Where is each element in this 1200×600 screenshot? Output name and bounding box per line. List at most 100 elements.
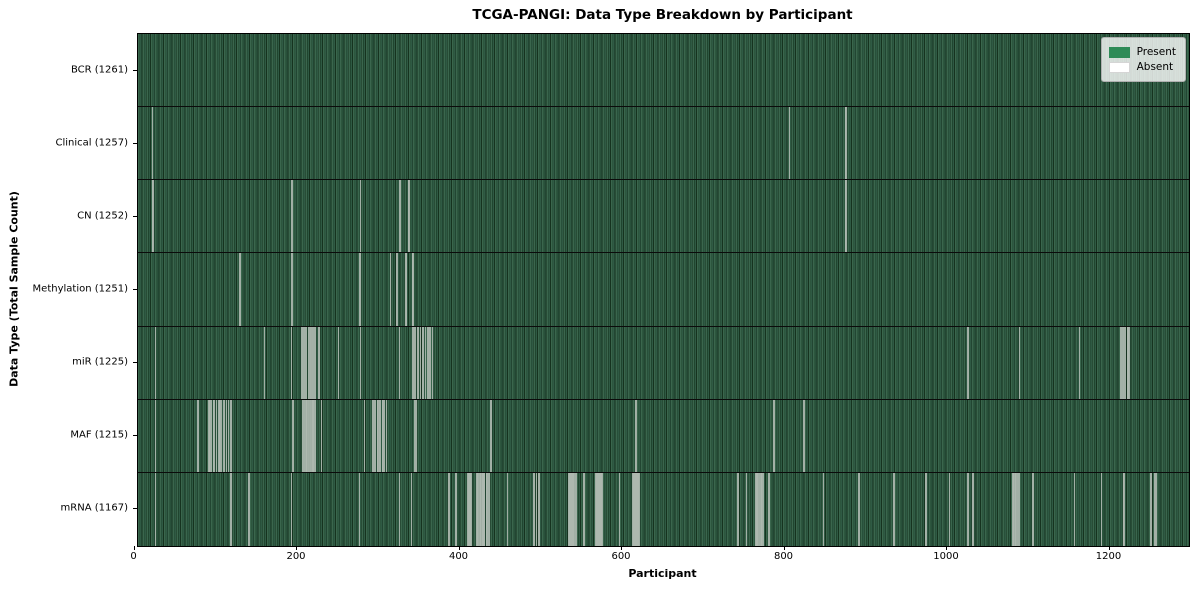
absent-marker — [758, 472, 760, 546]
absent-marker — [381, 399, 383, 472]
absent-marker — [405, 253, 408, 326]
absent-marker — [359, 180, 362, 253]
absent-marker — [424, 326, 427, 399]
absent-marker — [363, 399, 366, 472]
absent-marker — [1018, 326, 1020, 399]
absent-marker — [570, 472, 573, 546]
absent-marker — [230, 472, 232, 546]
absent-marker — [1012, 472, 1014, 546]
absent-marker — [215, 399, 218, 472]
absent-marker — [301, 326, 303, 399]
absent-marker — [399, 180, 401, 253]
absent-marker — [600, 472, 603, 546]
absent-marker — [227, 399, 230, 472]
absent-marker — [414, 326, 417, 399]
absent-marker — [337, 326, 340, 399]
absent-marker — [225, 399, 227, 472]
absent-marker — [967, 326, 969, 399]
x-tick-label: 800 — [773, 551, 794, 562]
absent-marker — [1073, 472, 1076, 546]
absent-marker — [359, 253, 362, 326]
absent-marker — [635, 472, 638, 546]
absent-marker — [312, 399, 314, 472]
y-tick-label: Methylation (1251) — [32, 283, 128, 295]
x-tick-mark — [458, 546, 460, 550]
x-tick-mark — [133, 546, 135, 550]
chart-row-cn — [138, 180, 1189, 254]
absent-marker — [893, 472, 895, 546]
absent-marker — [431, 326, 434, 399]
absent-marker — [1121, 326, 1124, 399]
absent-swatch-icon — [1108, 61, 1130, 73]
absent-marker — [768, 472, 770, 546]
x-tick-mark — [946, 546, 947, 550]
absent-marker — [601, 472, 604, 546]
absent-marker — [313, 399, 315, 472]
absent-marker — [634, 472, 636, 546]
x-tick-label: 200 — [286, 551, 306, 562]
absent-marker — [468, 472, 470, 546]
absent-marker — [573, 472, 575, 546]
absent-marker — [305, 326, 308, 399]
absent-marker — [844, 107, 847, 180]
absent-marker — [948, 472, 951, 546]
absent-marker — [448, 472, 450, 546]
y-tick-mark — [133, 362, 137, 364]
absent-marker — [745, 472, 747, 546]
absent-marker — [398, 326, 401, 399]
x-tick-label: 1200 — [1095, 551, 1122, 562]
absent-marker — [154, 472, 157, 546]
absent-marker — [482, 472, 484, 546]
x-tick-mark — [783, 546, 785, 550]
absent-marker — [773, 399, 775, 472]
absent-marker — [476, 472, 479, 546]
y-tick-label: CN (1252) — [77, 210, 128, 222]
absent-marker — [568, 472, 570, 546]
absent-marker — [972, 472, 974, 546]
absent-marker — [291, 180, 293, 253]
absent-marker — [595, 472, 597, 546]
absent-marker — [479, 472, 481, 546]
absent-marker — [358, 253, 361, 326]
absent-marker — [290, 472, 292, 546]
absent-marker — [598, 472, 600, 546]
absent-marker — [1120, 326, 1122, 399]
absent-marker — [506, 472, 509, 546]
absent-marker — [154, 326, 157, 399]
absent-marker — [371, 399, 374, 472]
absent-marker — [1154, 472, 1156, 546]
absent-marker — [597, 472, 600, 546]
absent-marker — [230, 399, 232, 472]
y-tick-label: mRNA (1167) — [60, 502, 128, 514]
absent-marker — [302, 399, 305, 472]
absent-marker — [467, 472, 470, 546]
absent-marker — [314, 399, 317, 472]
absent-marker — [1014, 472, 1016, 546]
absent-marker — [412, 253, 414, 326]
absent-marker — [599, 472, 601, 546]
absent-marker — [396, 253, 398, 326]
absent-marker — [302, 326, 305, 399]
chart-row-maf — [138, 399, 1189, 473]
absent-marker — [311, 399, 314, 472]
chart-row-methylation — [138, 253, 1189, 327]
absent-marker — [761, 472, 764, 546]
absent-marker — [596, 472, 599, 546]
absent-marker — [305, 399, 308, 472]
y-tick-mark — [133, 289, 137, 290]
legend-label-absent: Absent — [1136, 61, 1174, 73]
absent-marker — [858, 472, 860, 546]
absent-marker — [309, 326, 311, 399]
absent-marker — [803, 399, 805, 472]
absent-marker — [637, 472, 639, 546]
absent-marker — [583, 472, 585, 546]
absent-marker — [151, 180, 154, 253]
absent-marker — [572, 472, 574, 546]
absent-marker — [414, 399, 416, 472]
x-tick-mark — [296, 546, 297, 550]
absent-marker — [306, 399, 309, 472]
absent-marker — [1126, 326, 1129, 399]
absent-marker — [379, 399, 381, 472]
absent-marker — [1155, 472, 1158, 546]
absent-marker — [314, 326, 316, 399]
